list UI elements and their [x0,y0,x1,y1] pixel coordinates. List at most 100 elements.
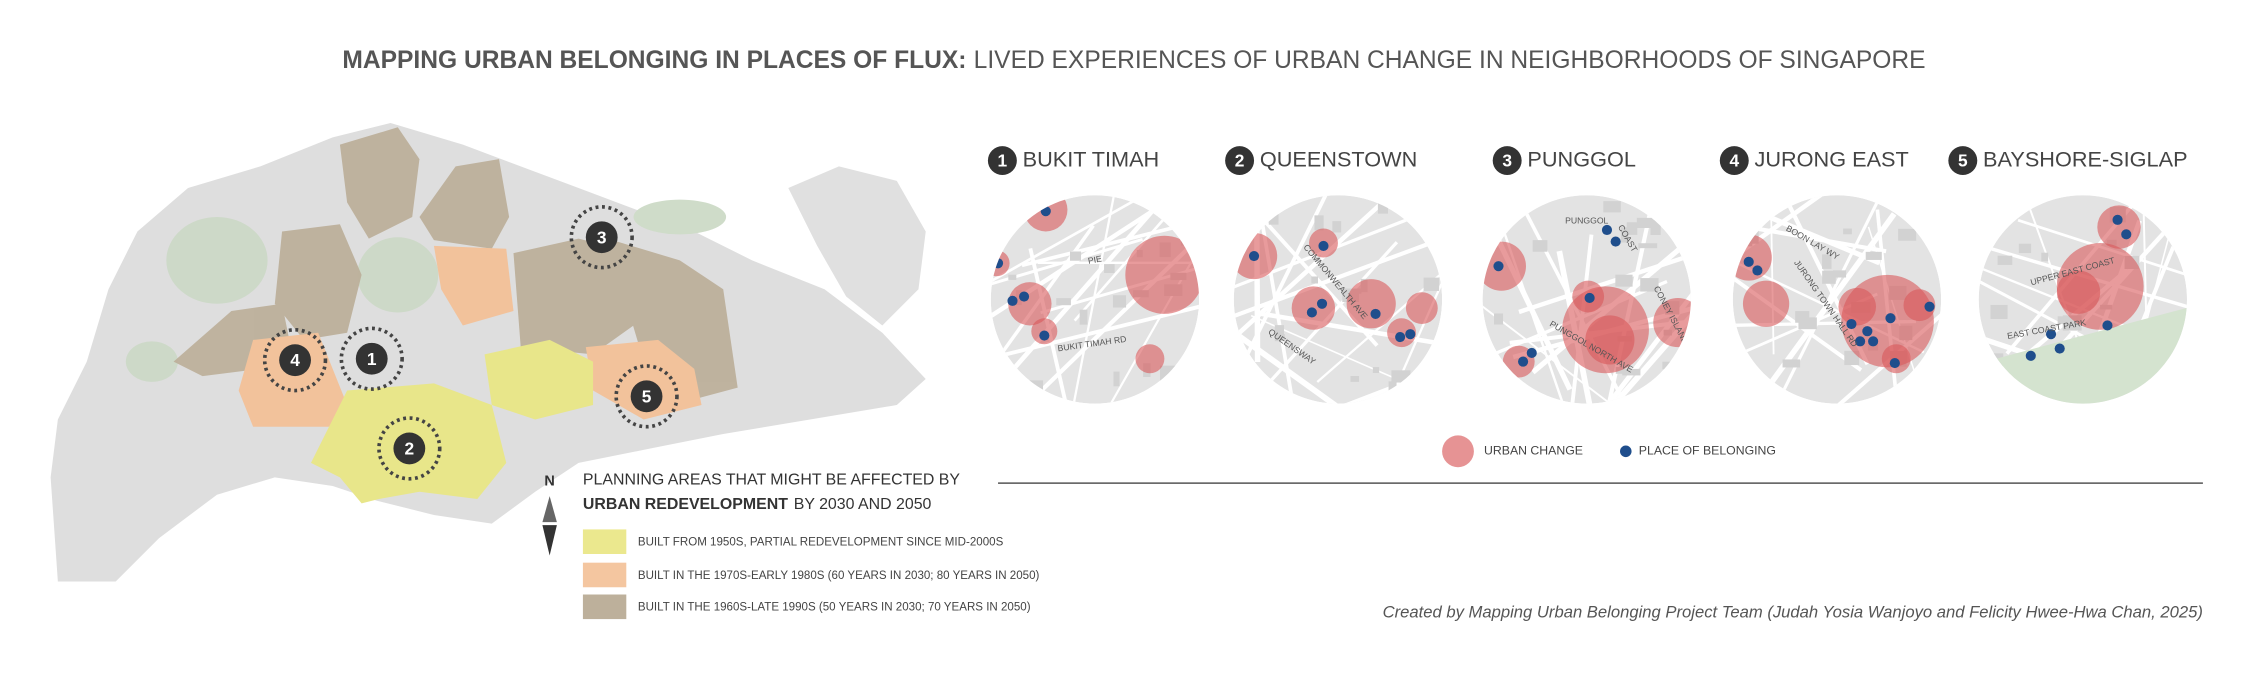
block [1069,251,1082,261]
block [1620,227,1629,243]
road [1000,291,1200,358]
area [513,238,644,355]
road [990,237,1143,315]
block [1113,371,1120,387]
place-of-belonging [2121,229,2132,240]
road [1565,259,1691,404]
header-number: 4 [1729,151,1739,171]
place-of-belonging [1743,256,1754,267]
block [1782,359,1801,368]
block [1391,370,1411,383]
road [1765,195,1885,404]
block [2160,211,2170,217]
place-of-belonging [1610,236,1621,247]
block [1160,365,1179,381]
block [1372,367,1380,373]
block [1388,381,1397,397]
marker-ring [339,326,404,391]
block [1798,317,1817,330]
marker-dot [279,344,311,377]
planning-item: BUILT FROM 1950S, PARTIAL REDEVELOPMENT … [638,536,1004,548]
place-of-belonging [1584,292,1595,304]
block [2018,243,2032,254]
title: MAPPING URBAN BELONGING IN PLACES OF FLU… [342,46,1925,73]
urban-change [1125,235,1200,314]
singapore-map: 1 2 3 4 5 [50,122,926,582]
title-rest: LIVED EXPERIENCES OF URBAN CHANGE IN NEI… [974,46,1926,73]
block [1615,274,1633,287]
urban-change [1405,292,1438,325]
urban-change [1838,287,1877,326]
marker-ring [262,327,328,393]
road [1233,195,1379,347]
pulau-ubin [633,199,727,235]
green-area [166,216,268,304]
marker-number: 2 [405,438,415,458]
block [1532,240,1548,252]
block [1311,276,1318,284]
block [1008,274,1017,280]
swatch [582,594,627,620]
legend-label: URBAN CHANGE [1484,444,1583,458]
street-label: PUNGGOL [1565,216,1608,226]
urban-change [1742,280,1790,327]
north-arrow [542,496,557,523]
place-of-belonging [1868,336,1879,347]
block [1274,325,1285,335]
block [1314,257,1321,262]
place-of-belonging [1395,331,1406,343]
block [1865,251,1882,260]
block [1332,221,1342,233]
block [1833,270,1847,278]
block [1079,309,1088,325]
place-of-belonging [1248,250,1260,262]
green-area [357,237,439,313]
marker-dot [630,380,663,413]
block [1898,228,1917,241]
block [1485,222,1498,228]
road [990,204,1161,351]
place-of-belonging [992,258,1004,269]
marker-ring [614,364,679,429]
header-number: 3 [1502,151,1512,171]
place-of-belonging [1039,330,1050,341]
place-of-belonging [1316,298,1328,309]
planning-item: BUILT IN THE 1960S-LATE 1990S (50 YEARS … [638,602,1031,614]
urban-change [1008,282,1052,326]
urban-change [2097,205,2141,249]
block [1795,311,1810,323]
place-of-belonging [2054,343,2065,354]
place-of-belonging [1752,265,1763,276]
street-label: PIE [1087,254,1103,266]
island [50,122,926,582]
header-badge [987,146,1017,176]
block [1986,356,1995,364]
area [607,238,738,400]
road [1021,200,1200,268]
title-bold: MAPPING URBAN BELONGING IN PLACES OF FLU… [342,46,966,73]
block [1636,217,1656,228]
neighborhood-name: PUNGGOL [1527,146,1635,171]
road [1070,195,1123,404]
block [1417,202,1434,215]
block [1997,255,2013,265]
marker-number: 1 [367,349,377,369]
area [433,245,514,326]
planning-heading: PLANNING AREAS THAT MIGHT BE AFFECTED BY [583,471,961,488]
place-of-belonging [1040,206,1051,217]
block [1822,254,1832,269]
road [1073,195,1200,322]
road [1518,228,1691,315]
area [419,159,510,249]
heading-bold: URBAN REDEVELOPMENT [583,496,788,513]
place-of-belonging [1601,224,1613,236]
area [274,224,362,340]
green-area [125,341,178,382]
area [484,339,594,420]
